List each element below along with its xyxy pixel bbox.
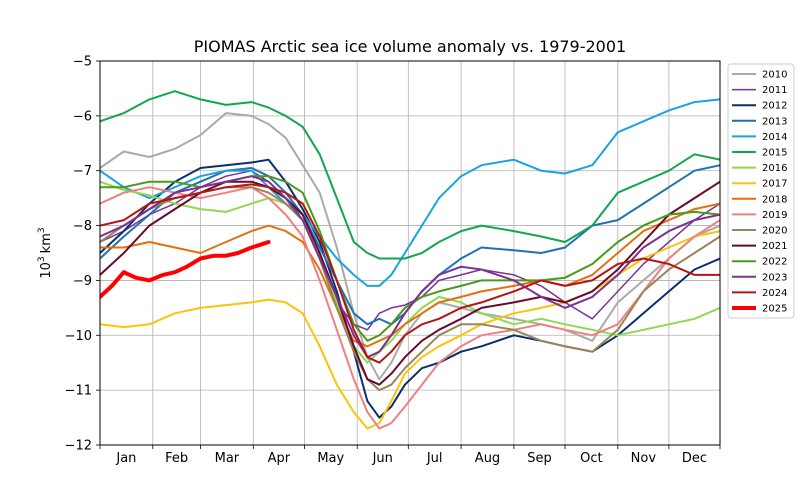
y-tick-label: −11 — [65, 384, 92, 399]
series-line-2014 — [100, 98, 720, 287]
legend-label-2022: 2022 — [762, 257, 787, 268]
x-month-label: May — [317, 451, 344, 466]
legend-label-2024: 2024 — [762, 288, 787, 299]
legend-label-2015: 2015 — [762, 148, 787, 159]
y-axis-label: 103km3 — [37, 227, 54, 278]
y-tick-label: −5 — [73, 55, 92, 70]
legend-box — [727, 63, 795, 319]
legend-label-2012: 2012 — [762, 101, 787, 112]
legend-label-2019: 2019 — [762, 210, 787, 221]
series-line-2018 — [100, 202, 720, 348]
x-month-label: Jan — [115, 451, 136, 466]
x-month-label: Feb — [165, 451, 188, 466]
x-month-label: Jul — [426, 451, 443, 466]
x-month-label: Jun — [372, 451, 393, 466]
y-tick-label: −10 — [65, 329, 92, 344]
x-month-label: Mar — [215, 451, 240, 466]
legend-label-2014: 2014 — [762, 132, 787, 143]
series-line-2023 — [100, 175, 720, 359]
x-month-label: Aug — [475, 451, 500, 466]
series-line-2016 — [100, 180, 720, 364]
y-tick-label: −8 — [73, 219, 92, 234]
y-axis-label-unit-exp: 3 — [37, 227, 47, 233]
series-line-2011 — [100, 169, 720, 331]
legend-label-2021: 2021 — [762, 241, 787, 252]
legend-label-2023: 2023 — [762, 272, 787, 283]
legend-label-2025: 2025 — [762, 304, 787, 315]
y-tick-label: −6 — [73, 109, 92, 124]
x-month-label: Nov — [631, 451, 657, 466]
legend-label-2017: 2017 — [762, 179, 787, 190]
legend-label-2013: 2013 — [762, 116, 787, 127]
plot-frame — [99, 60, 721, 446]
x-month-label: Apr — [268, 451, 291, 466]
x-month-label: Dec — [682, 451, 707, 466]
legend-label-2011: 2011 — [762, 85, 787, 96]
series-line-2019 — [100, 186, 720, 430]
series-line-2015 — [100, 90, 720, 260]
y-axis-label-base: 10 — [39, 262, 54, 279]
legend-label-2016: 2016 — [762, 163, 787, 174]
y-axis-label-unit: km — [39, 233, 54, 253]
chart-title: PIOMAS Arctic sea ice volume anomaly vs.… — [194, 37, 626, 56]
y-axis-label-exp: 3 — [37, 256, 47, 262]
series-lines — [100, 90, 720, 430]
legend-label-2020: 2020 — [762, 226, 787, 237]
legend: 2010 2011 2012 2013 2014 2015 2016 2017 2018 2019… — [727, 63, 795, 319]
series-line-2024 — [100, 183, 720, 364]
series-line-2025 — [100, 240, 271, 299]
y-tick-label: −7 — [73, 164, 92, 179]
y-tick-label: −9 — [73, 274, 92, 289]
axes: −12 −11 −10 −9 −8 −7 −6 −5 Jan Feb Mar Apr May Jun Jul… — [65, 55, 721, 466]
legend-label-2018: 2018 — [762, 194, 787, 205]
x-month-label: Oct — [580, 451, 602, 466]
x-month-label: Sep — [527, 451, 552, 466]
legend-label-2010: 2010 — [762, 70, 787, 81]
y-tick-label: −12 — [65, 439, 92, 454]
